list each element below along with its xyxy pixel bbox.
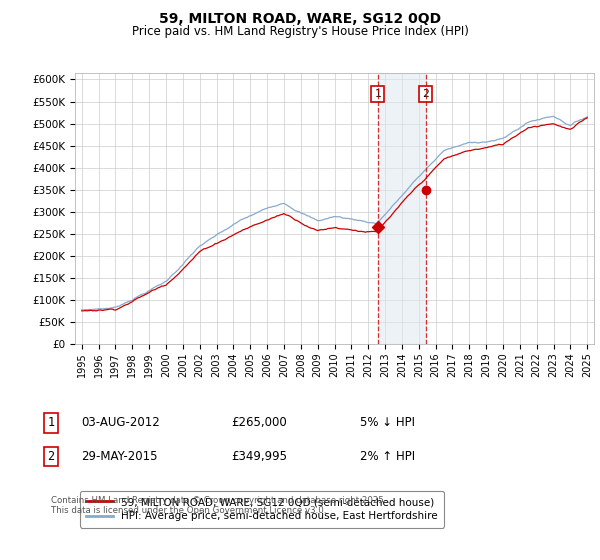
Text: £349,995: £349,995 xyxy=(231,450,287,463)
Legend: 59, MILTON ROAD, WARE, SG12 0QD (semi-detached house), HPI: Average price, semi-: 59, MILTON ROAD, WARE, SG12 0QD (semi-de… xyxy=(80,491,444,528)
Text: 03-AUG-2012: 03-AUG-2012 xyxy=(81,416,160,430)
Bar xyxy=(378,73,425,344)
Text: 2% ↑ HPI: 2% ↑ HPI xyxy=(360,450,415,463)
Text: £265,000: £265,000 xyxy=(231,416,287,430)
Text: 1: 1 xyxy=(47,416,55,430)
Text: 59, MILTON ROAD, WARE, SG12 0QD: 59, MILTON ROAD, WARE, SG12 0QD xyxy=(159,12,441,26)
Text: Contains HM Land Registry data © Crown copyright and database right 2025.
This d: Contains HM Land Registry data © Crown c… xyxy=(51,496,386,515)
Text: 1: 1 xyxy=(374,89,382,99)
Text: 5% ↓ HPI: 5% ↓ HPI xyxy=(360,416,415,430)
Text: 2: 2 xyxy=(47,450,55,463)
Text: 2: 2 xyxy=(422,89,429,99)
Text: 29-MAY-2015: 29-MAY-2015 xyxy=(81,450,157,463)
Text: Price paid vs. HM Land Registry's House Price Index (HPI): Price paid vs. HM Land Registry's House … xyxy=(131,25,469,38)
